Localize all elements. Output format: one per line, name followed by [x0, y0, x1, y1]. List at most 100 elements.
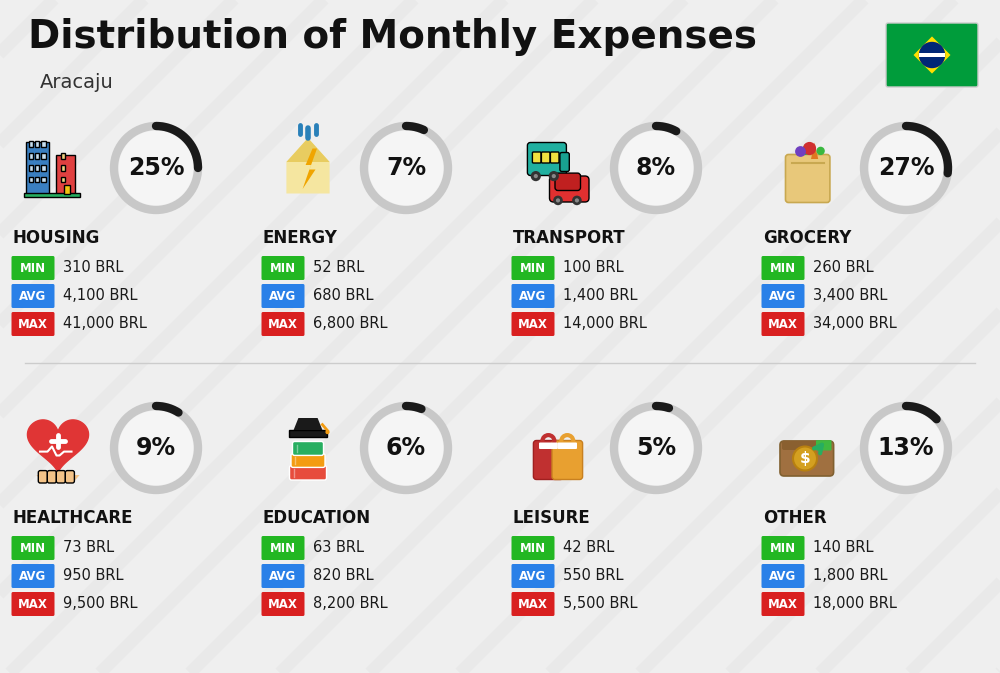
Text: 4,100 BRL: 4,100 BRL [63, 289, 138, 304]
FancyBboxPatch shape [61, 153, 65, 159]
FancyBboxPatch shape [262, 564, 304, 588]
Text: 52 BRL: 52 BRL [313, 260, 364, 275]
Circle shape [618, 131, 694, 205]
Text: AVG: AVG [19, 569, 47, 583]
FancyBboxPatch shape [35, 166, 39, 171]
FancyBboxPatch shape [527, 143, 566, 176]
FancyBboxPatch shape [11, 256, 54, 280]
Text: MAX: MAX [18, 318, 48, 330]
Text: ENERGY: ENERGY [263, 229, 338, 247]
Circle shape [618, 411, 694, 485]
Text: 260 BRL: 260 BRL [813, 260, 874, 275]
Text: 680 BRL: 680 BRL [313, 289, 374, 304]
Polygon shape [798, 144, 810, 156]
FancyBboxPatch shape [38, 470, 47, 483]
Text: 14,000 BRL: 14,000 BRL [563, 316, 647, 332]
FancyBboxPatch shape [262, 284, 304, 308]
FancyBboxPatch shape [762, 564, 804, 588]
Text: AVG: AVG [769, 569, 797, 583]
Text: 63 BRL: 63 BRL [313, 540, 364, 555]
Text: 3,400 BRL: 3,400 BRL [813, 289, 887, 304]
Circle shape [572, 196, 582, 205]
Text: 73 BRL: 73 BRL [63, 540, 114, 555]
Polygon shape [914, 36, 950, 73]
FancyBboxPatch shape [35, 141, 39, 147]
Polygon shape [286, 138, 330, 162]
Text: Distribution of Monthly Expenses: Distribution of Monthly Expenses [28, 18, 757, 56]
FancyBboxPatch shape [512, 564, 554, 588]
Text: MIN: MIN [270, 542, 296, 555]
Circle shape [575, 199, 579, 203]
Text: 18,000 BRL: 18,000 BRL [813, 596, 897, 612]
Text: Aracaju: Aracaju [40, 73, 114, 92]
FancyBboxPatch shape [289, 430, 327, 437]
FancyBboxPatch shape [41, 141, 46, 147]
Text: AVG: AVG [519, 569, 547, 583]
Circle shape [556, 199, 560, 203]
FancyBboxPatch shape [816, 440, 832, 450]
Text: MIN: MIN [520, 262, 546, 275]
Text: 820 BRL: 820 BRL [313, 569, 374, 583]
Text: MAX: MAX [518, 598, 548, 610]
Text: 100 BRL: 100 BRL [563, 260, 624, 275]
Circle shape [868, 131, 944, 205]
Polygon shape [286, 138, 330, 194]
Circle shape [868, 411, 944, 485]
FancyBboxPatch shape [552, 441, 583, 479]
Text: 1,800 BRL: 1,800 BRL [813, 569, 888, 583]
Text: 25%: 25% [128, 156, 184, 180]
FancyBboxPatch shape [780, 441, 834, 476]
FancyBboxPatch shape [41, 153, 46, 159]
FancyBboxPatch shape [262, 256, 304, 280]
Text: 9%: 9% [136, 436, 176, 460]
Text: AVG: AVG [769, 289, 797, 302]
Text: AVG: AVG [519, 289, 547, 302]
FancyBboxPatch shape [512, 536, 554, 560]
Polygon shape [811, 143, 818, 159]
Circle shape [552, 174, 556, 178]
Text: 140 BRL: 140 BRL [813, 540, 874, 555]
Circle shape [919, 42, 945, 68]
FancyBboxPatch shape [262, 312, 304, 336]
Circle shape [793, 446, 817, 470]
FancyBboxPatch shape [61, 176, 65, 182]
Circle shape [368, 411, 444, 485]
FancyBboxPatch shape [29, 166, 33, 171]
Text: 8%: 8% [636, 156, 676, 180]
Text: 42 BRL: 42 BRL [563, 540, 614, 555]
Text: EDUCATION: EDUCATION [263, 509, 371, 527]
Text: 6,800 BRL: 6,800 BRL [313, 316, 388, 332]
Text: 7%: 7% [386, 156, 426, 180]
FancyBboxPatch shape [41, 166, 46, 171]
Text: TRANSPORT: TRANSPORT [513, 229, 626, 247]
Text: 550 BRL: 550 BRL [563, 569, 624, 583]
Text: MIN: MIN [520, 542, 546, 555]
Text: 13%: 13% [878, 436, 934, 460]
FancyBboxPatch shape [29, 176, 33, 182]
FancyBboxPatch shape [533, 441, 563, 479]
FancyBboxPatch shape [291, 454, 325, 468]
FancyBboxPatch shape [11, 312, 54, 336]
Circle shape [325, 430, 330, 434]
Text: OTHER: OTHER [763, 509, 827, 527]
FancyBboxPatch shape [11, 536, 54, 560]
FancyBboxPatch shape [26, 143, 49, 195]
Text: $: $ [800, 451, 810, 466]
Polygon shape [294, 418, 322, 430]
Text: 9,500 BRL: 9,500 BRL [63, 596, 138, 612]
FancyBboxPatch shape [532, 152, 541, 163]
Circle shape [803, 142, 816, 155]
FancyBboxPatch shape [41, 176, 46, 182]
Text: MIN: MIN [770, 262, 796, 275]
Text: MIN: MIN [20, 262, 46, 275]
Text: MAX: MAX [18, 598, 48, 610]
FancyBboxPatch shape [61, 166, 65, 171]
FancyBboxPatch shape [786, 155, 830, 203]
FancyBboxPatch shape [539, 443, 558, 449]
Text: 6%: 6% [386, 436, 426, 460]
FancyBboxPatch shape [262, 592, 304, 616]
Text: AVG: AVG [19, 289, 47, 302]
Circle shape [553, 196, 563, 205]
FancyBboxPatch shape [550, 176, 589, 202]
FancyBboxPatch shape [11, 592, 54, 616]
